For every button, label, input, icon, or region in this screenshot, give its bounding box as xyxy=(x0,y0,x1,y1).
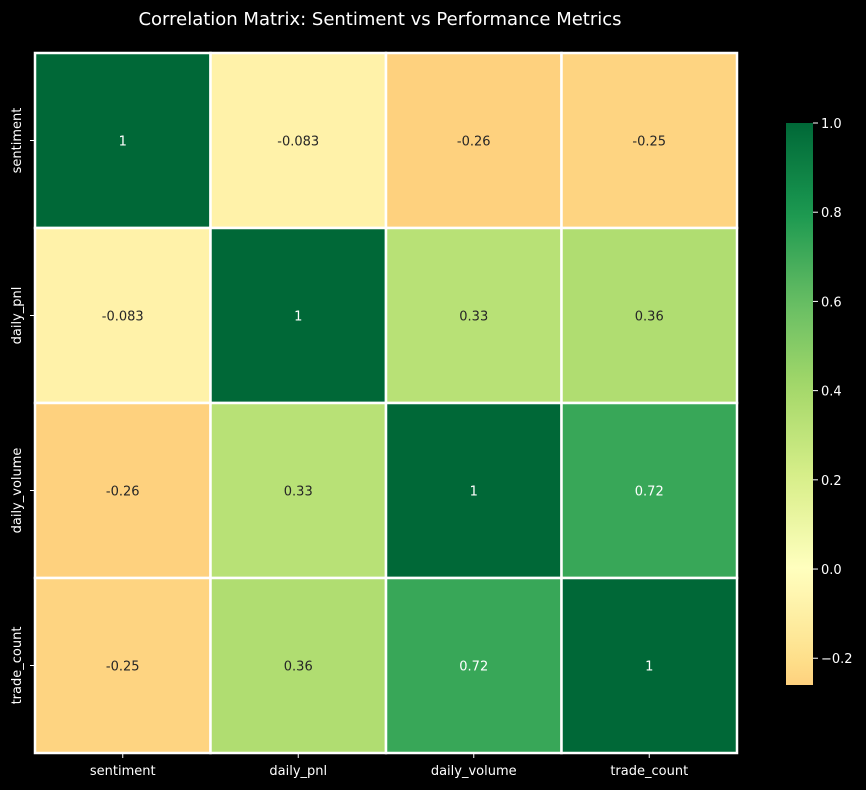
y-tick-label: daily_pnl xyxy=(10,287,25,345)
heatmap-cell xyxy=(560,576,739,755)
x-axis: sentiment daily_pnl daily_volume trade_coun… xyxy=(90,753,688,779)
cell-value-label: 1 xyxy=(294,310,302,325)
cell-value-label: 0.36 xyxy=(635,310,664,325)
cell-value-label: -0.083 xyxy=(277,135,319,150)
cell-value-label: -0.26 xyxy=(457,135,491,150)
colorbar-tick-label: −0.2 xyxy=(821,652,853,667)
heatmap-cell xyxy=(560,51,739,230)
colorbar-tick-label: 0.0 xyxy=(821,563,842,578)
y-axis: sentiment daily_pnl daily_volume trade_coun… xyxy=(10,108,35,705)
cell-value-label: 1 xyxy=(119,135,127,150)
cell-value-label: 1 xyxy=(645,660,653,675)
heatmap-cell xyxy=(560,401,739,580)
y-tick-label: daily_volume xyxy=(10,448,25,534)
y-tick-label: sentiment xyxy=(10,108,25,174)
cell-value-label: 0.36 xyxy=(284,660,313,675)
heatmap-cell xyxy=(560,226,739,405)
y-tick-label: trade_count xyxy=(10,627,25,705)
colorbar: 1.0 0.8 0.6 0.4 0.2 0.0 −0.2 xyxy=(786,117,853,685)
x-tick-label: daily_pnl xyxy=(269,764,327,779)
heatmap-cell xyxy=(209,51,388,230)
cell-value-label: -0.26 xyxy=(106,485,140,500)
colorbar-tick-label: 0.4 xyxy=(821,385,842,400)
x-tick-label: daily_volume xyxy=(431,764,517,779)
colorbar-tick-label: 1.0 xyxy=(821,117,842,132)
cell-value-label: 0.33 xyxy=(459,310,488,325)
cell-value-label: -0.25 xyxy=(106,660,140,675)
colorbar-tick-label: 0.2 xyxy=(821,474,842,489)
heatmap-cell xyxy=(209,226,388,405)
cell-value-label: 0.72 xyxy=(459,660,488,675)
cell-value-label: -0.25 xyxy=(632,135,666,150)
colorbar-tick-label: 0.6 xyxy=(821,295,842,310)
cell-value-label: 0.72 xyxy=(635,485,664,500)
heatmap-cells: 1 -0.083 -0.26 -0.25 -0.083 1 0.33 0.36 -0.26 0.3… xyxy=(33,51,739,755)
heatmap-cell xyxy=(209,401,388,580)
x-tick-label: trade_count xyxy=(610,764,688,779)
cell-value-label: -0.083 xyxy=(102,310,144,325)
cell-value-label: 1 xyxy=(470,485,478,500)
heatmap-cell xyxy=(209,576,388,755)
x-tick-label: sentiment xyxy=(90,764,156,779)
colorbar-gradient xyxy=(786,123,813,685)
colorbar-tick-label: 0.8 xyxy=(821,206,842,221)
chart-title: Correlation Matrix: Sentiment vs Perform… xyxy=(138,9,621,30)
cell-value-label: 0.33 xyxy=(284,485,313,500)
heatmap-cell xyxy=(33,51,212,230)
heatmap-cell xyxy=(384,51,563,230)
